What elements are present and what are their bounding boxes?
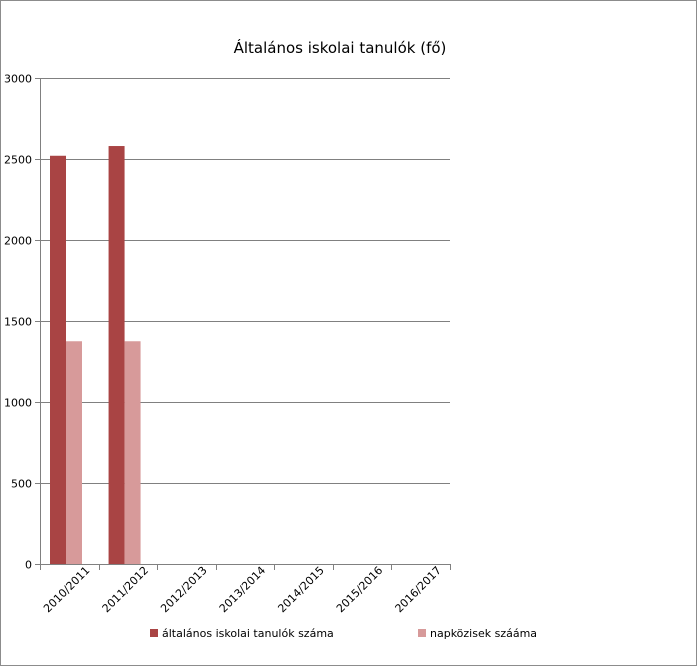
grid-lines [40,78,450,565]
bar [124,341,141,564]
y-axis-label: 2000 [4,235,32,248]
y-axis-label: 2500 [4,154,32,167]
legend-label: általános iskolai tanulók száma [162,627,334,640]
bar [108,146,125,565]
axes [35,78,451,570]
legend: általános iskolai tanulók száma napközise… [150,627,537,640]
bars [50,146,141,565]
legend-label: napközisek szááma [430,627,537,640]
bar [66,341,82,564]
chart-title: Általános iskolai tanulók (fő) [234,38,447,57]
y-axis-label: 500 [11,478,32,491]
y-axis-label: 0 [25,559,32,572]
y-axis-label: 1000 [4,397,32,410]
y-axis-label: 1500 [4,316,32,329]
bar [50,155,66,564]
y-axis-labels: 0 500 1000 1500 2000 2500 3000 [4,73,32,572]
y-axis-label: 3000 [4,73,32,86]
legend-swatch [418,629,426,637]
legend-swatch [150,629,158,637]
